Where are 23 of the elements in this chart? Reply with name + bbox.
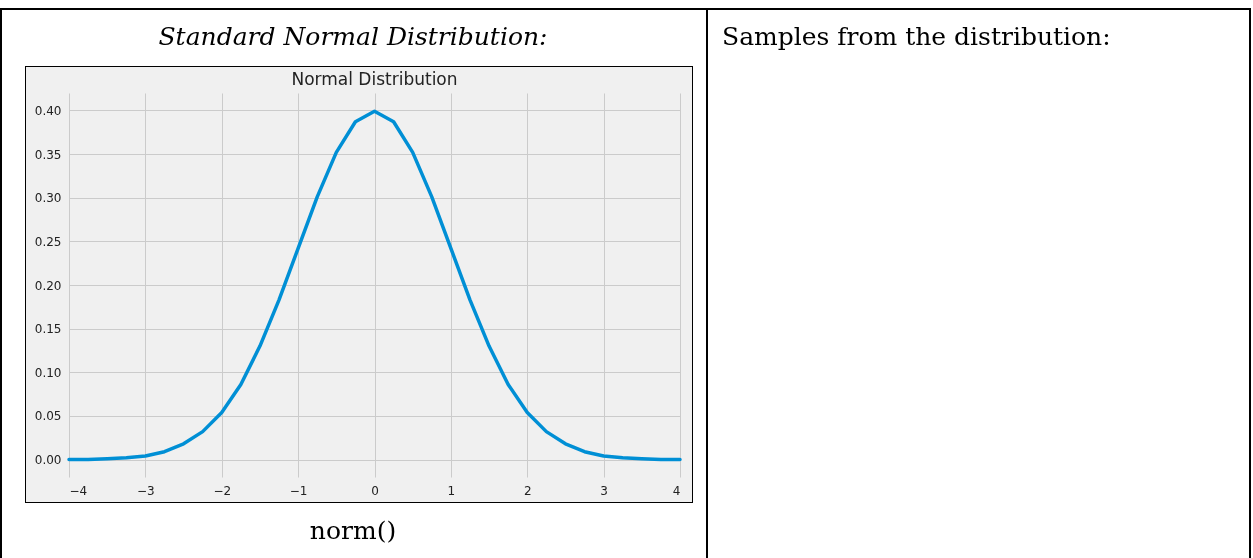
x-tick-label: −1	[289, 483, 308, 498]
x-tick-label: −3	[137, 483, 155, 498]
chart-title: Normal Distribution	[291, 69, 458, 89]
x-tick-label: −2	[213, 483, 232, 498]
x-tick-label: 3	[600, 483, 608, 498]
x-tick-label: 1	[447, 483, 456, 498]
y-tick-label: 0.10	[34, 365, 62, 380]
y-tick-label: 0.40	[34, 103, 62, 118]
text: Standard Normal Distribution:	[157, 22, 549, 51]
text: norm()	[308, 516, 398, 545]
x-tick-label: 4	[672, 483, 681, 498]
y-tick-label: 0.00	[34, 453, 62, 468]
x-tick-label: 2	[523, 483, 532, 498]
y-tick-label: 0.30	[34, 191, 62, 206]
x-tick-label: 0	[371, 483, 379, 498]
line-series	[67, 109, 682, 462]
x-tick-label: −4	[69, 483, 88, 498]
y-tick-label: 0.25	[34, 234, 62, 249]
y-tick-label: 0.15	[34, 322, 62, 337]
text: Samples from the distribution:	[722, 22, 1111, 51]
y-tick-label: 0.05	[34, 409, 62, 424]
y-tick-label: 0.20	[34, 278, 62, 293]
y-tick-label: 0.35	[34, 147, 62, 162]
